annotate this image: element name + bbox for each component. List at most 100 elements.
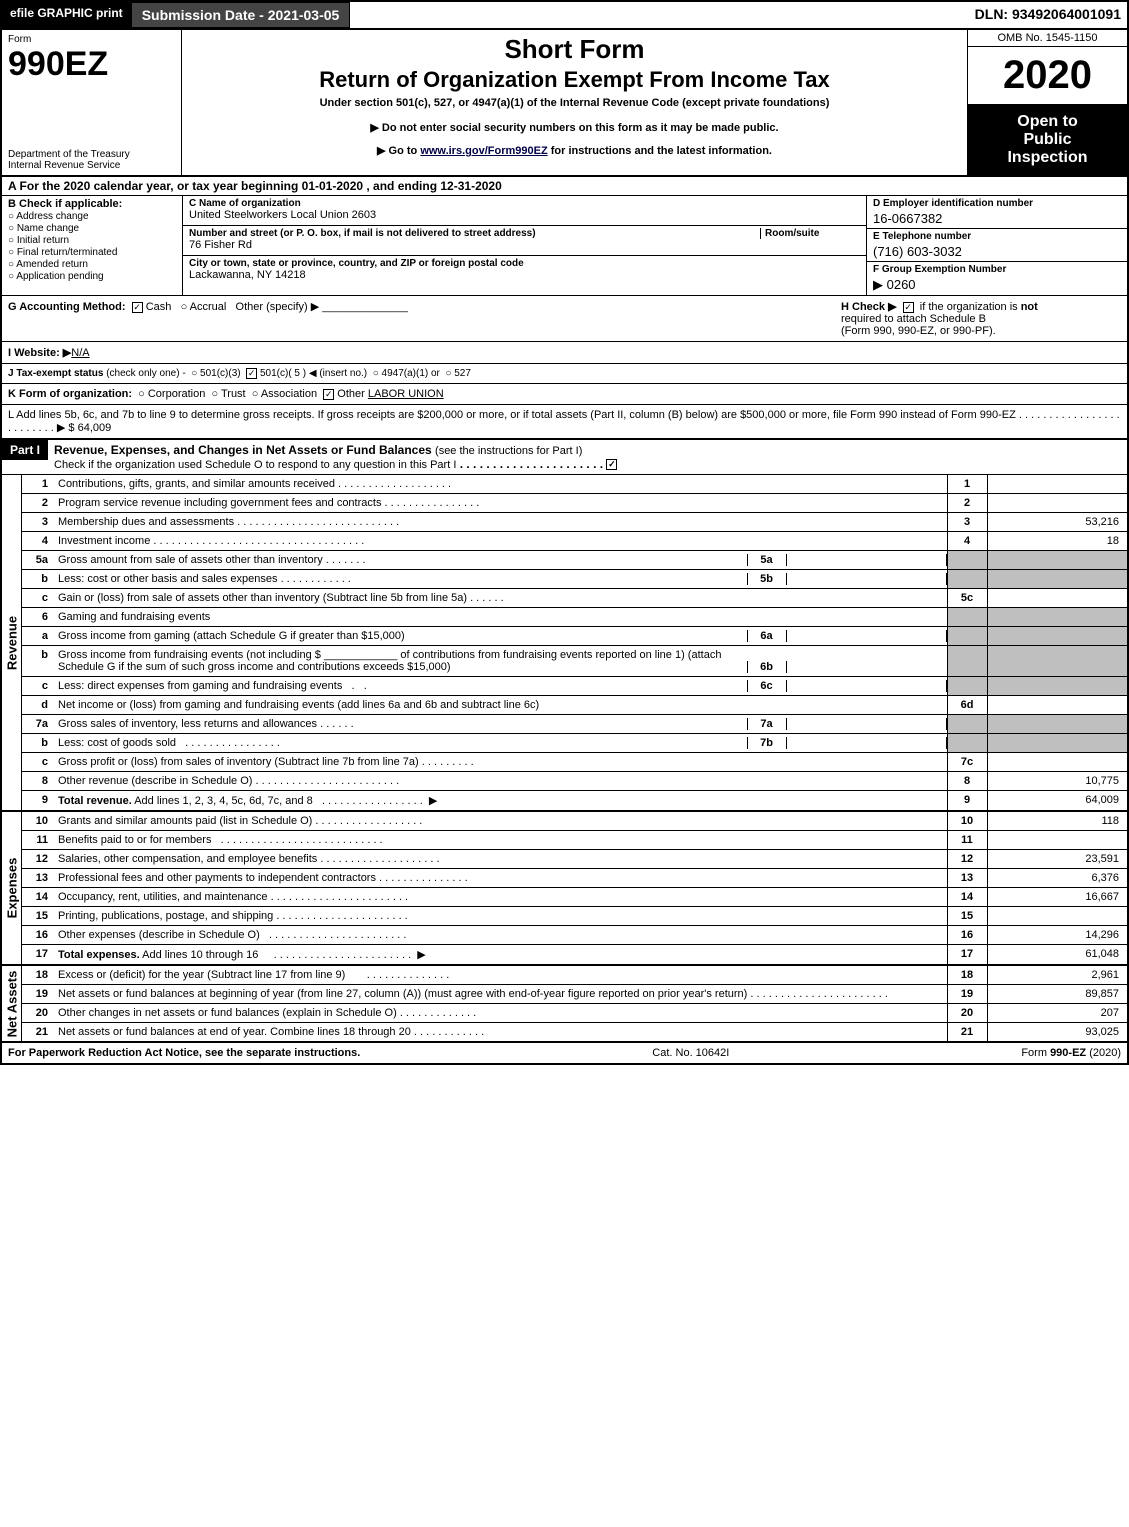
b-label: B Check if applicable: <box>8 198 176 210</box>
line-6d: dNet income or (loss) from gaming and fu… <box>22 696 1127 715</box>
goto-prefix: ▶ Go to <box>377 145 420 157</box>
part-i-sub: (see the instructions for Part I) <box>435 445 582 457</box>
form-page: efile GRAPHIC print Submission Date - 20… <box>0 0 1129 1065</box>
line-k: K Form of organization: ○ Corporation ○ … <box>2 384 1127 405</box>
netassets-section: Net Assets 18Excess or (deficit) for the… <box>2 966 1127 1043</box>
form-number: 990EZ <box>8 45 175 84</box>
j-527[interactable]: 527 <box>454 368 471 379</box>
j-4947[interactable]: 4947(a)(1) or <box>382 368 440 379</box>
j-501c3[interactable]: 501(c)(3) <box>200 368 241 379</box>
line-18: 18Excess or (deficit) for the year (Subt… <box>22 966 1127 985</box>
line-14: 14Occupancy, rent, utilities, and mainte… <box>22 888 1127 907</box>
h-text-forms: (Form 990, 990-EZ, or 990-PF). <box>841 325 996 337</box>
line-6: 6Gaming and fundraising events <box>22 608 1127 627</box>
line-7b: bLess: cost of goods sold . . . . . . . … <box>22 734 1127 753</box>
part-i-badge: Part I <box>2 440 48 460</box>
b-initial-return[interactable]: Initial return <box>8 235 176 246</box>
k-assoc[interactable]: Association <box>261 388 317 400</box>
k-other-checkbox[interactable]: ✓ <box>323 389 334 400</box>
open-public: Open to Public Inspection <box>968 105 1127 175</box>
line-21: 21Net assets or fund balances at end of … <box>22 1023 1127 1042</box>
j-501c: 501(c)( 5 ) ◀ (insert no.) <box>260 368 367 379</box>
line-5b: bLess: cost or other basis and sales exp… <box>22 570 1127 589</box>
line-12: 12Salaries, other compensation, and empl… <box>22 850 1127 869</box>
j-501c-checkbox[interactable]: ✓ <box>246 368 257 379</box>
line-11: 11Benefits paid to or for members . . . … <box>22 831 1127 850</box>
g-accrual[interactable]: Accrual <box>190 301 227 313</box>
e-phone-value: (716) 603-3032 <box>873 244 1121 259</box>
tax-year: 2020 <box>968 47 1127 105</box>
l-text: L Add lines 5b, 6c, and 7b to line 9 to … <box>8 409 1016 421</box>
line-6b: bGross income from fundraising events (n… <box>22 646 1127 677</box>
d-ein-label: D Employer identification number <box>873 198 1121 209</box>
line-17: 17Total expenses. Add lines 10 through 1… <box>22 945 1127 965</box>
c-name-label: C Name of organization <box>189 198 860 209</box>
dln-label: DLN: 93492064001091 <box>969 2 1127 28</box>
b-address-change[interactable]: Address change <box>8 211 176 222</box>
k-other: Other <box>337 388 365 400</box>
footer-left: For Paperwork Reduction Act Notice, see … <box>8 1047 360 1059</box>
line-13: 13Professional fees and other payments t… <box>22 869 1127 888</box>
b-name-change[interactable]: Name change <box>8 223 176 234</box>
line-7c: cGross profit or (loss) from sales of in… <box>22 753 1127 772</box>
line-2: 2Program service revenue including gover… <box>22 494 1127 513</box>
line-i: I Website: ▶N/A <box>2 342 1127 364</box>
j-label: J Tax-exempt status <box>8 368 103 379</box>
f-group-value: ▶ 0260 <box>873 277 1121 293</box>
l-value: ▶ $ 64,009 <box>57 422 111 434</box>
efile-print-button[interactable]: efile GRAPHIC print <box>2 2 131 28</box>
ssn-warning: ▶ Do not enter social security numbers o… <box>188 121 961 134</box>
form-label: Form <box>8 34 175 45</box>
k-corp[interactable]: Corporation <box>148 388 205 400</box>
c-room-label: Room/suite <box>760 228 860 239</box>
line-7a: 7aGross sales of inventory, less returns… <box>22 715 1127 734</box>
e-phone-label: E Telephone number <box>873 231 1121 242</box>
h-checkbox[interactable]: ✓ <box>903 302 914 313</box>
form-title: Return of Organization Exempt From Incom… <box>188 67 961 93</box>
i-website-value: N/A <box>71 347 89 359</box>
line-6a: aGross income from gaming (attach Schedu… <box>22 627 1127 646</box>
line-8: 8Other revenue (describe in Schedule O) … <box>22 772 1127 791</box>
b-app-pending[interactable]: Application pending <box>8 271 176 282</box>
line-20: 20Other changes in net assets or fund ba… <box>22 1004 1127 1023</box>
section-def: D Employer identification number 16-0667… <box>867 196 1127 295</box>
goto-link-row: ▶ Go to www.irs.gov/Form990EZ for instru… <box>188 144 961 157</box>
internal-revenue: Internal Revenue Service <box>8 160 175 171</box>
line-9-bold: Total revenue. <box>58 795 132 807</box>
form-header: Form 990EZ Department of the Treasury In… <box>2 30 1127 177</box>
g-cash: Cash <box>146 301 172 313</box>
footer-right: Form 990-EZ (2020) <box>1021 1047 1121 1059</box>
short-form-title: Short Form <box>188 34 961 65</box>
expenses-section: Expenses 10Grants and similar amounts pa… <box>2 812 1127 966</box>
k-trust[interactable]: Trust <box>221 388 246 400</box>
irs-link[interactable]: www.irs.gov/Form990EZ <box>420 145 547 157</box>
line-17-bold: Total expenses. <box>58 949 140 961</box>
info-bcdef: B Check if applicable: Address change Na… <box>2 196 1127 296</box>
line-4: 4Investment income . . . . . . . . . . .… <box>22 532 1127 551</box>
goto-suffix: for instructions and the latest informat… <box>548 145 772 157</box>
k-other-value: LABOR UNION <box>368 388 444 400</box>
b-final-return[interactable]: Final return/terminated <box>8 247 176 258</box>
line-gh: G Accounting Method: ✓ Cash ○ Accrual Ot… <box>2 296 1127 342</box>
line-15: 15Printing, publications, postage, and s… <box>22 907 1127 926</box>
part-i-checkbox[interactable]: ✓ <box>606 459 617 470</box>
k-label: K Form of organization: <box>8 388 132 400</box>
d-ein-value: 16-0667382 <box>873 211 1121 226</box>
g-cash-checkbox[interactable]: ✓ <box>132 302 143 313</box>
section-c: C Name of organization United Steelworke… <box>182 196 867 295</box>
i-label: I Website: ▶ <box>8 347 71 359</box>
open-line1: Open to <box>972 113 1123 131</box>
page-footer: For Paperwork Reduction Act Notice, see … <box>2 1043 1127 1063</box>
open-line3: Inspection <box>972 149 1123 167</box>
b-amended[interactable]: Amended return <box>8 259 176 270</box>
revenue-side-label: Revenue <box>2 475 22 810</box>
g-other[interactable]: Other (specify) ▶ <box>236 301 320 313</box>
f-group-label: F Group Exemption Number <box>873 264 1121 275</box>
h-text-schb: required to attach Schedule B <box>841 313 986 325</box>
line-6c: cLess: direct expenses from gaming and f… <box>22 677 1127 696</box>
revenue-table: 1Contributions, gifts, grants, and simil… <box>22 475 1127 810</box>
section-b: B Check if applicable: Address change Na… <box>2 196 182 295</box>
line-3: 3Membership dues and assessments . . . .… <box>22 513 1127 532</box>
c-city-label: City or town, state or province, country… <box>189 258 860 269</box>
line-10: 10Grants and similar amounts paid (list … <box>22 812 1127 831</box>
